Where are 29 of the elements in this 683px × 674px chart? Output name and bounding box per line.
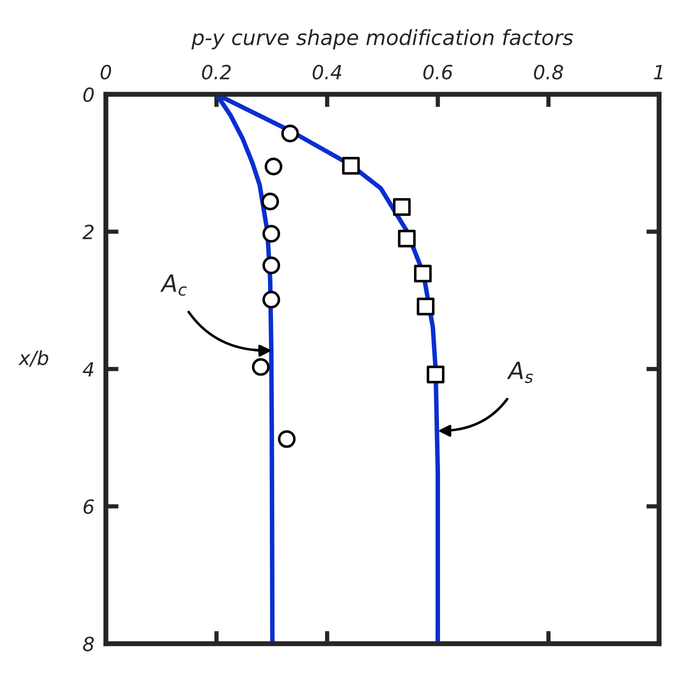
y-tick-label: 4 bbox=[82, 362, 94, 376]
point bbox=[262, 256, 280, 274]
point bbox=[261, 192, 280, 210]
x-tick-label: 0.4 bbox=[312, 64, 342, 80]
annotation: A$_{c}$ bbox=[160, 274, 187, 296]
y-tick-label: 6 bbox=[84, 499, 94, 514]
point bbox=[264, 158, 282, 176]
point bbox=[262, 290, 280, 309]
point bbox=[278, 430, 296, 448]
point bbox=[392, 198, 411, 216]
x-tick-label: 0 bbox=[100, 64, 112, 80]
x-tick-label: 1 bbox=[654, 65, 662, 80]
x-tick-label: 0.2 bbox=[202, 64, 231, 80]
point bbox=[252, 358, 270, 376]
y-tick-label: 8 bbox=[83, 636, 94, 652]
annotation: A$_{s}$ bbox=[507, 362, 533, 384]
x-tick-label: 0.8 bbox=[534, 64, 564, 80]
y-axis-title: x/b bbox=[18, 350, 48, 367]
y-tick-label: 0 bbox=[83, 87, 94, 102]
point bbox=[262, 224, 280, 243]
y-tick-label: 2 bbox=[82, 224, 94, 240]
point bbox=[342, 156, 360, 175]
point bbox=[398, 230, 416, 248]
point bbox=[414, 264, 432, 282]
point bbox=[426, 366, 444, 384]
point bbox=[416, 298, 434, 316]
x-tick-label: 0.6 bbox=[423, 64, 452, 80]
x-axis-title: p-y curve shape modification factors bbox=[191, 29, 574, 50]
point bbox=[281, 124, 299, 142]
